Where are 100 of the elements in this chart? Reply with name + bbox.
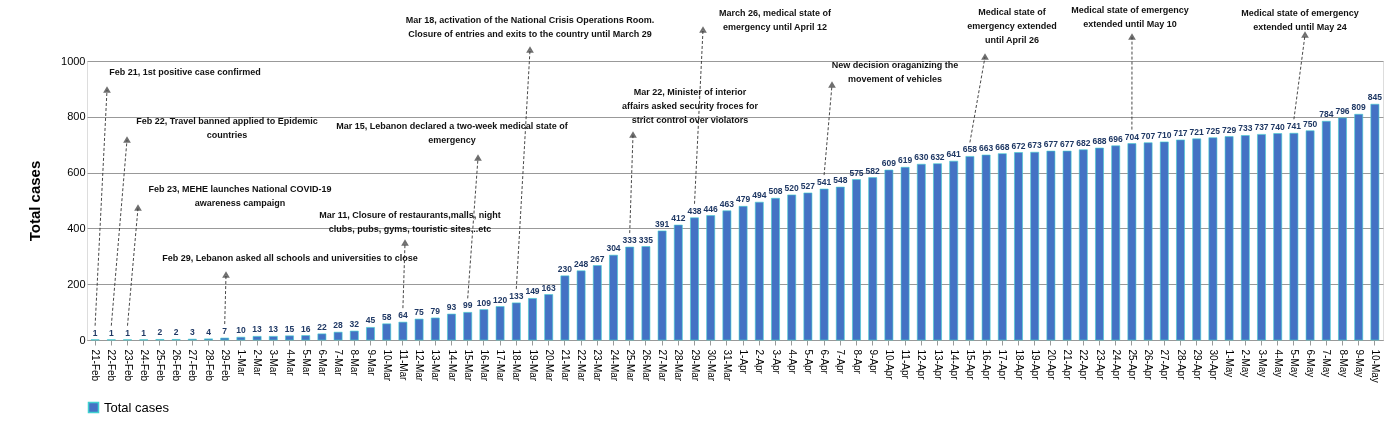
data-label: 677 — [1060, 139, 1075, 150]
bar — [835, 186, 845, 341]
bar — [1321, 120, 1331, 341]
bar — [900, 167, 910, 341]
data-label: 2 — [173, 327, 179, 338]
bar — [398, 321, 408, 341]
data-label: 230 — [557, 263, 573, 274]
bar — [706, 215, 716, 341]
x-tick-label: 16-Apr — [981, 349, 993, 381]
bar — [754, 201, 764, 341]
data-label: 725 — [1205, 125, 1221, 136]
x-tick-label: 18-Apr — [1013, 349, 1025, 381]
bar — [560, 275, 570, 341]
bar — [268, 336, 278, 341]
bar — [285, 335, 294, 341]
data-label: 479 — [736, 194, 751, 205]
bar — [1370, 103, 1380, 341]
x-tick-label: 14-Apr — [948, 349, 960, 381]
bar — [1338, 117, 1347, 341]
x-tick-label: 8-May — [1337, 349, 1349, 378]
data-label: 32 — [349, 319, 360, 330]
data-label: 412 — [671, 213, 686, 224]
x-tick-label: 23-Feb — [122, 349, 134, 382]
bar — [1289, 132, 1299, 341]
bar — [1014, 152, 1023, 341]
data-label: 16 — [300, 323, 311, 334]
y-tick-label: 800 — [67, 110, 86, 123]
data-label: 2 — [157, 327, 163, 338]
data-label: 750 — [1303, 118, 1318, 129]
data-label: 64 — [398, 310, 408, 321]
y-tick-label: 200 — [67, 277, 86, 290]
text: Mar 18, activation of the National Crisis Operations Room. Closure of entries and exits to the country until March 29 — [405, 15, 655, 39]
data-label: 93 — [446, 302, 457, 313]
bar — [1305, 130, 1315, 341]
x-tick-label: 1-May — [1224, 349, 1236, 378]
bar — [641, 246, 651, 341]
data-label: 304 — [606, 243, 621, 254]
x-tick-label: 25-Mar — [624, 349, 636, 382]
data-label: 45 — [365, 315, 376, 326]
bar — [252, 336, 262, 341]
bar — [933, 163, 942, 341]
x-tick-label: 30-Mar — [705, 349, 717, 382]
data-label: 149 — [525, 286, 540, 297]
data-label: 109 — [476, 297, 492, 308]
bar — [787, 194, 797, 341]
x-tick-label: 10-May — [1369, 349, 1381, 383]
bar — [576, 270, 586, 341]
bar — [528, 298, 537, 341]
data-label: 508 — [768, 186, 783, 197]
data-label: 696 — [1108, 133, 1124, 144]
x-tick-label: 2-Mar — [252, 349, 264, 377]
data-label: 668 — [995, 141, 1010, 152]
data-label: 619 — [898, 155, 913, 166]
x-tick-label: 24-Mar — [608, 349, 620, 382]
data-label: 520 — [784, 182, 800, 193]
x-tick-label: 29-Apr — [1191, 349, 1203, 381]
data-label: 729 — [1222, 124, 1237, 135]
bar — [1273, 133, 1283, 341]
y-axis-title: Total cases — [26, 160, 44, 242]
annotation: Feb 29, Lebanon asked all schools and universities to close — [162, 253, 418, 263]
data-label: 845 — [1367, 92, 1383, 103]
x-tick-label: 8-Apr — [851, 349, 863, 375]
data-label: 641 — [946, 149, 962, 160]
data-label: 527 — [800, 180, 816, 191]
bar — [592, 265, 602, 341]
bar — [625, 246, 635, 341]
x-tick-label: 24-Feb — [138, 349, 150, 382]
bar — [965, 156, 975, 341]
data-label: 677 — [1043, 139, 1059, 150]
x-tick-label: 26-Apr — [1143, 349, 1155, 381]
data-label: 1 — [108, 327, 114, 338]
bar — [236, 336, 246, 341]
x-tick-label: 9-Mar — [365, 349, 377, 377]
x-tick-label: 2-Apr — [754, 349, 766, 375]
bar — [511, 302, 521, 341]
data-label: 22 — [317, 321, 327, 332]
data-label: 391 — [655, 218, 670, 229]
data-label: 133 — [509, 290, 524, 301]
x-tick-label: 19-Mar — [527, 349, 539, 382]
text: Medical state of emergency extended until May 24 — [1241, 8, 1359, 32]
data-label: 28 — [333, 320, 344, 331]
data-label: 13 — [268, 324, 279, 335]
x-tick-label: 9-May — [1353, 349, 1365, 378]
x-tick-label: 26-Feb — [171, 349, 183, 382]
legend-label: Total cases — [104, 399, 170, 415]
y-tick-label: 1000 — [61, 54, 86, 67]
x-tick-label: 3-May — [1256, 349, 1268, 378]
x-tick-label: 12-Apr — [916, 349, 928, 381]
x-tick-label: 21-Feb — [90, 349, 102, 382]
data-label: 632 — [930, 151, 945, 162]
y-tick-label: 400 — [67, 221, 86, 234]
x-tick-label: 29-Feb — [219, 349, 231, 382]
x-tick-label: 14-Mar — [446, 349, 458, 382]
x-tick-label: 27-Feb — [187, 349, 199, 382]
bar — [1030, 151, 1040, 341]
x-tick-label: 7-May — [1321, 349, 1333, 378]
annotation: New decision oraganizing the movement of vehicles — [831, 60, 959, 84]
bar — [916, 163, 926, 341]
bar — [868, 177, 878, 341]
bar — [1208, 137, 1218, 341]
